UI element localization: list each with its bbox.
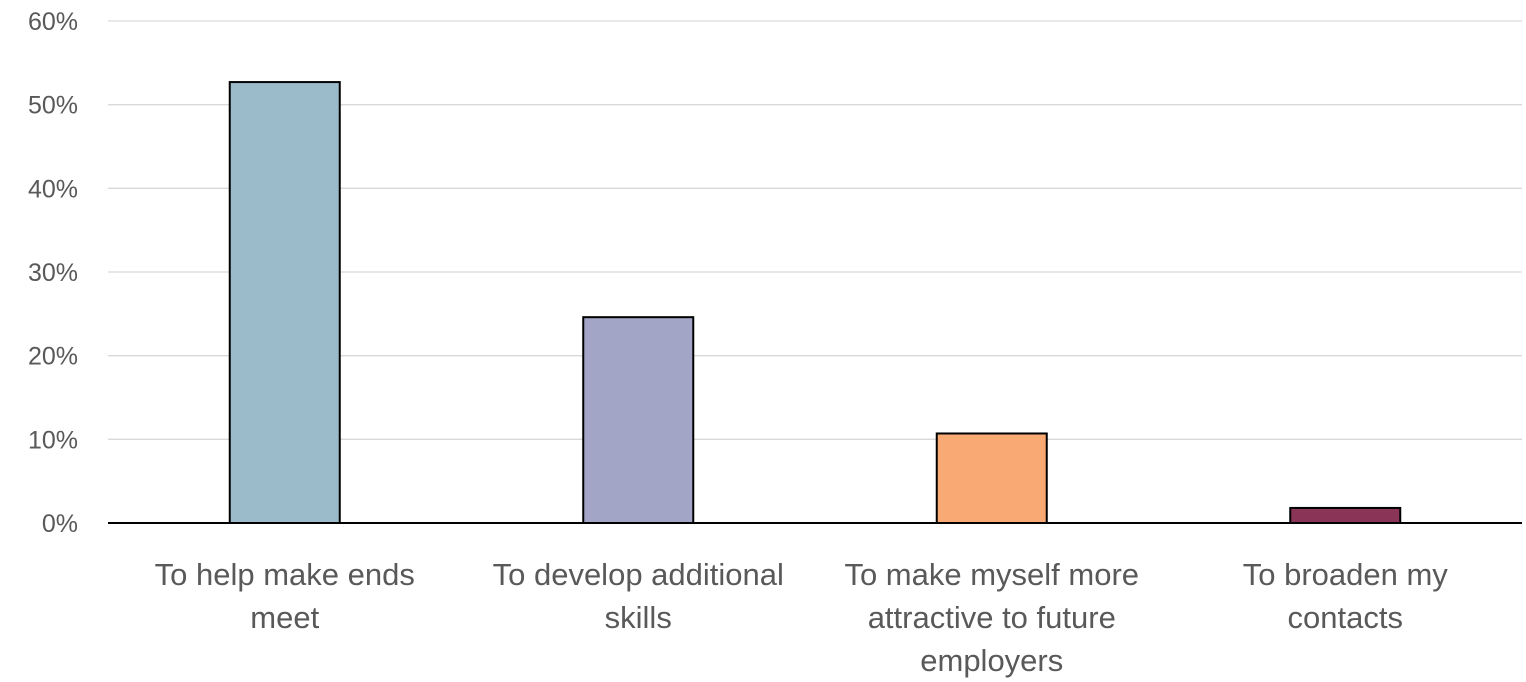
x-category-label-line: attractive to future (868, 600, 1116, 635)
y-axis-tick-labels: 0% 10% 20% 30% 40% 50% 60% (28, 8, 78, 538)
x-category-label-line: employers (920, 643, 1063, 678)
x-category-label-line: To help make ends (155, 557, 415, 592)
y-tick-label: 0% (42, 510, 78, 538)
x-category-label: To help make ends meet (155, 557, 415, 635)
bars (228, 81, 1402, 525)
x-category-label-line: To develop additional (493, 557, 784, 592)
y-tick-label: 10% (28, 426, 78, 454)
x-category-label-line: To broaden my (1243, 557, 1449, 592)
y-tick-label: 30% (28, 259, 78, 287)
x-category-label: To broaden my contacts (1243, 557, 1449, 635)
x-category-label-line: To make myself more (844, 557, 1139, 592)
x-category-label-line: meet (250, 600, 319, 635)
bar-2 (582, 316, 695, 524)
bar-4 (1289, 506, 1402, 525)
x-category-label-line: contacts (1288, 600, 1403, 635)
gridlines (108, 20, 1522, 440)
bar-3 (935, 432, 1048, 524)
y-tick-label: 50% (28, 92, 78, 120)
x-axis-category-labels: To help make ends meet To develop addition… (155, 557, 1449, 678)
x-category-label-line: skills (605, 600, 672, 635)
x-category-label: To develop additional skills (493, 557, 784, 635)
x-category-label: To make myself more attractive to future e… (844, 557, 1139, 678)
y-tick-label: 60% (28, 8, 78, 36)
bar-1 (228, 81, 341, 525)
y-tick-label: 40% (28, 175, 78, 203)
y-tick-label: 20% (28, 343, 78, 371)
